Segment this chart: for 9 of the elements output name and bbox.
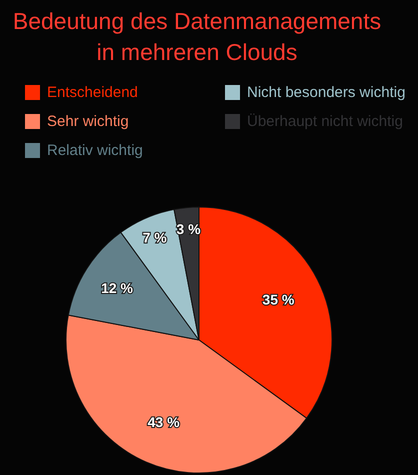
data-label: 35 %	[262, 292, 295, 308]
data-label: 43 %	[148, 414, 180, 430]
legend-label: Relativ wichtig	[47, 142, 143, 159]
legend-label: Sehr wichtig	[47, 113, 129, 130]
chart-title: Bedeutung des Datenmanagements in mehreren Clouds	[12, 8, 382, 65]
data-label: 12 %	[101, 280, 134, 296]
data-label: 7 %	[142, 229, 168, 246]
legend-label: Entscheidend	[47, 84, 138, 101]
legend-label: Nicht besonders wichtig	[247, 84, 406, 101]
